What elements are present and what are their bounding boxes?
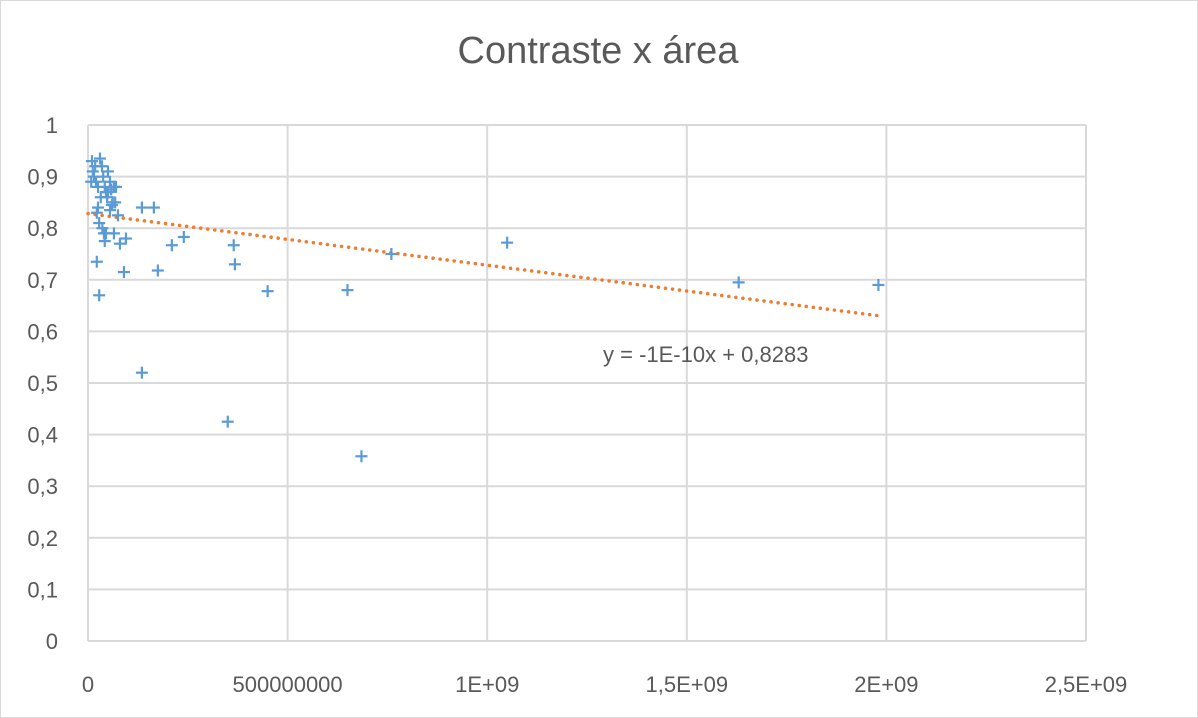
data-point bbox=[117, 266, 130, 279]
x-tick-label: 0 bbox=[82, 672, 94, 697]
y-tick-label: 1 bbox=[46, 113, 58, 138]
data-point bbox=[103, 204, 116, 217]
data-point bbox=[119, 232, 132, 245]
data-point bbox=[90, 206, 103, 219]
data-point bbox=[227, 239, 240, 252]
y-tick-label: 0,5 bbox=[27, 371, 58, 396]
gridlines bbox=[87, 124, 1087, 642]
data-point bbox=[109, 196, 122, 209]
data-point bbox=[177, 230, 190, 243]
data-point bbox=[89, 160, 102, 173]
data-point bbox=[732, 276, 745, 289]
y-tick-label: 0,9 bbox=[27, 165, 58, 190]
data-point bbox=[147, 201, 160, 214]
trendline-group bbox=[86, 211, 881, 318]
data-point bbox=[94, 191, 107, 204]
x-axis-tick-labels: 0 500000000 1E+09 1,5E+09 2E+09 2,5E+09 bbox=[82, 672, 1127, 697]
y-tick-label: 0,7 bbox=[27, 268, 58, 293]
data-point bbox=[355, 450, 368, 463]
data-point bbox=[109, 180, 122, 193]
x-tick-label: 1,5E+09 bbox=[646, 672, 729, 697]
y-tick-label: 0,3 bbox=[27, 474, 58, 499]
data-point bbox=[165, 239, 178, 252]
data-point bbox=[872, 278, 885, 291]
data-point bbox=[111, 209, 124, 222]
data-point bbox=[385, 248, 398, 260]
chart-title: Contraste x área bbox=[457, 30, 739, 72]
y-tick-label: 0,6 bbox=[27, 319, 58, 344]
data-point bbox=[101, 186, 114, 199]
data-points bbox=[85, 152, 885, 463]
data-point bbox=[228, 258, 241, 271]
data-point bbox=[98, 235, 111, 248]
y-tick-label: 0,1 bbox=[27, 577, 58, 602]
data-point bbox=[107, 227, 120, 240]
data-point bbox=[501, 236, 514, 249]
data-point bbox=[341, 284, 354, 297]
data-point bbox=[113, 237, 126, 250]
data-point bbox=[221, 415, 234, 428]
x-tick-label: 500000000 bbox=[233, 672, 343, 697]
y-tick-label: 0 bbox=[46, 629, 58, 654]
trendline-equation: y = -1E-10x + 0,8283 bbox=[603, 342, 808, 367]
x-tick-label: 2,5E+09 bbox=[1045, 672, 1128, 697]
data-point bbox=[151, 264, 164, 277]
data-point bbox=[101, 165, 114, 178]
y-tick-label: 0,4 bbox=[27, 423, 58, 448]
data-point bbox=[91, 201, 104, 214]
data-point bbox=[93, 152, 106, 165]
data-point bbox=[93, 289, 106, 302]
data-point bbox=[135, 366, 148, 379]
x-tick-label: 1E+09 bbox=[455, 672, 519, 697]
y-tick-label: 0,8 bbox=[27, 216, 58, 241]
data-point bbox=[85, 175, 98, 188]
data-point bbox=[86, 165, 99, 178]
data-point bbox=[90, 255, 103, 268]
y-tick-label: 0,2 bbox=[27, 526, 58, 551]
data-point bbox=[135, 201, 148, 214]
data-point bbox=[261, 285, 274, 298]
y-axis-tick-labels: 0 0,1 0,2 0,3 0,4 0,5 0,6 0,7 0,8 0,9 1 bbox=[27, 113, 58, 654]
x-tick-label: 2E+09 bbox=[854, 672, 918, 697]
trendline bbox=[86, 211, 881, 318]
